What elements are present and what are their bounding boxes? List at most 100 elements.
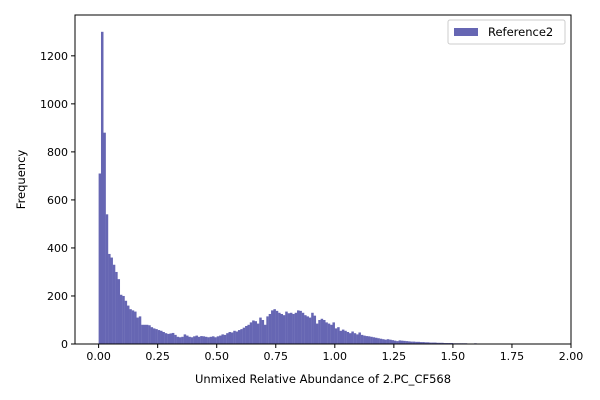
histogram-bar	[348, 333, 352, 344]
histogram-bar	[422, 342, 425, 344]
histogram-bar	[110, 257, 113, 344]
histogram-bar	[145, 324, 149, 344]
histogram-bar	[256, 323, 260, 344]
histogram-bar	[363, 335, 366, 344]
histogram-bar	[370, 336, 373, 344]
histogram-bar	[306, 316, 309, 344]
x-tick-label: 0.00	[86, 350, 111, 363]
histogram-bar	[301, 312, 305, 344]
histogram-bar	[386, 339, 390, 344]
y-tick-label: 0	[61, 338, 68, 351]
histogram-bar	[436, 342, 439, 344]
histogram-bar	[150, 327, 154, 344]
histogram-bar	[334, 328, 338, 344]
histogram-bar	[207, 337, 210, 344]
histogram-bar	[426, 342, 430, 344]
histogram-bar	[431, 342, 435, 344]
histogram-bar	[330, 324, 333, 344]
y-tick-label: 800	[47, 146, 68, 159]
histogram-bar	[209, 336, 213, 344]
histogram-bar	[287, 313, 291, 344]
histogram-bar	[367, 336, 371, 344]
histogram-bar	[152, 328, 156, 344]
histogram-bar	[391, 340, 395, 344]
histogram-bar	[233, 330, 236, 344]
histogram-bars	[98, 31, 567, 345]
histogram-bar	[119, 294, 123, 344]
histogram-bar	[339, 330, 343, 344]
histogram-bar	[308, 317, 312, 344]
histogram-bar	[341, 329, 345, 344]
histogram-bar	[292, 313, 295, 344]
histogram-bar	[434, 342, 437, 344]
x-tick-label: 0.75	[264, 350, 289, 363]
x-axis-label: Unmixed Relative Abundance of 2.PC_CF568	[195, 372, 451, 386]
histogram-bar	[235, 331, 239, 344]
histogram-bar	[393, 340, 397, 344]
histogram-bar	[412, 341, 416, 344]
histogram-bar	[337, 327, 340, 344]
histogram-bar	[176, 336, 180, 344]
histogram-bar	[230, 332, 234, 344]
histogram-bar	[405, 341, 409, 344]
legend-swatch	[454, 28, 478, 36]
histogram-bar	[252, 320, 255, 344]
histogram-bar	[285, 311, 288, 344]
histogram-bar	[103, 132, 106, 344]
histogram-bar	[214, 337, 217, 344]
y-tick-label: 600	[47, 194, 68, 207]
histogram-bar	[148, 325, 151, 344]
histogram-bar	[266, 316, 269, 344]
histogram-bar	[278, 312, 281, 344]
histogram-bar	[318, 319, 321, 344]
histogram-bar	[197, 336, 201, 344]
legend-label: Reference2	[488, 25, 553, 39]
x-tick-label: 1.50	[441, 350, 466, 363]
histogram-bar	[202, 336, 206, 344]
histogram-bar	[138, 316, 142, 344]
y-tick-label: 400	[47, 242, 68, 255]
histogram-bar	[315, 323, 319, 344]
histogram-bar	[408, 341, 411, 344]
histogram-bar	[136, 317, 139, 344]
histogram-bar	[424, 342, 428, 344]
histogram-bar	[240, 329, 243, 344]
x-tick-label: 1.00	[323, 350, 348, 363]
histogram-bar	[313, 315, 317, 344]
histogram-bar	[122, 295, 125, 344]
y-tick-label: 200	[47, 290, 68, 303]
histogram-bar	[115, 271, 118, 344]
histogram-bar	[242, 327, 246, 344]
histogram-bar	[249, 322, 253, 344]
histogram-bar	[377, 338, 380, 344]
histogram-bar	[160, 330, 163, 344]
histogram-bar	[124, 300, 128, 344]
histogram-bar	[410, 341, 413, 344]
histogram-bar	[263, 324, 267, 344]
histogram-bar	[131, 310, 135, 344]
histogram-bar	[358, 332, 361, 344]
histogram-bar	[186, 335, 189, 344]
histogram-bar	[261, 319, 265, 344]
histogram-bar	[415, 341, 418, 344]
histogram-bar	[247, 324, 250, 344]
histogram-bar	[275, 310, 279, 344]
histogram-bar	[126, 305, 130, 344]
histogram-bar	[351, 331, 354, 344]
histogram-bar	[438, 342, 442, 344]
x-axis-ticks: 0.00 0.25 0.50 0.75 1.00 1.25 1.50 1.75 2.00	[86, 344, 583, 363]
x-tick-label: 0.25	[145, 350, 170, 363]
histogram-bar	[169, 333, 172, 344]
histogram-bar	[304, 315, 307, 344]
histogram-bar	[190, 337, 194, 344]
histogram-bar	[193, 336, 196, 344]
histogram-bar	[441, 342, 444, 344]
histogram-bar	[282, 315, 286, 344]
histogram-bar	[346, 331, 350, 344]
histogram-bar	[226, 333, 229, 344]
x-tick-label: 0.50	[204, 350, 229, 363]
histogram-bar	[325, 322, 328, 344]
histogram-bar	[289, 312, 293, 344]
